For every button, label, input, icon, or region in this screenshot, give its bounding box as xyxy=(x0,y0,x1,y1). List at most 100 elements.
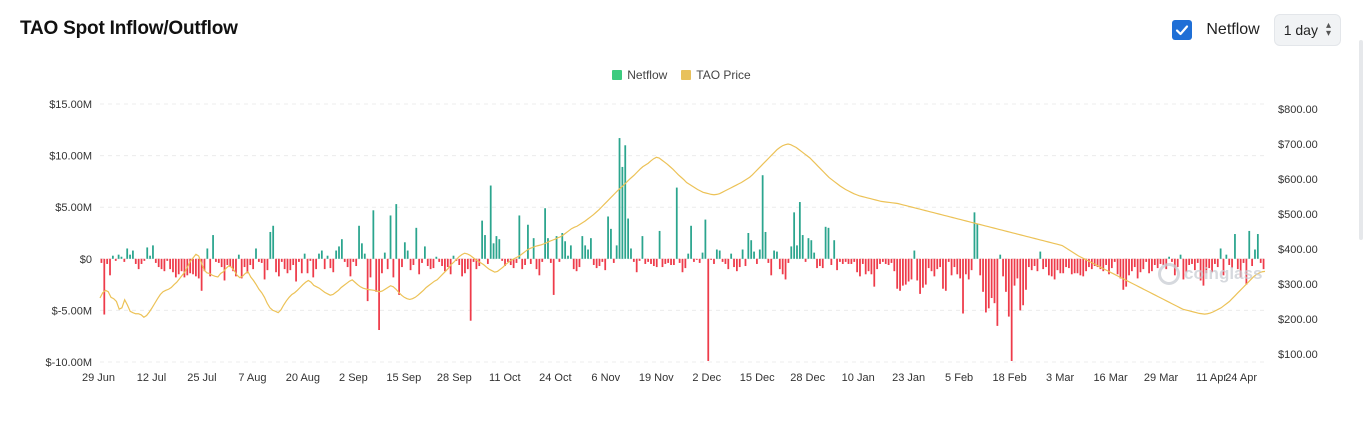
netflow-bar xyxy=(146,247,149,259)
netflow-bar xyxy=(644,258,647,264)
netflow-bar xyxy=(209,258,212,277)
netflow-bar xyxy=(343,258,346,262)
netflow-bar xyxy=(942,258,944,289)
netflow-bar xyxy=(758,249,761,259)
netflow-bar xyxy=(664,258,667,264)
netflow-bar xyxy=(996,258,999,326)
netflow-bar xyxy=(361,243,363,259)
netflow-bar xyxy=(675,187,678,259)
netflow-bar xyxy=(552,258,555,295)
netflow-bar xyxy=(1208,258,1211,269)
y-right-tick-label: $100.00 xyxy=(1278,349,1318,361)
netflow-bar xyxy=(289,258,292,271)
netflow-bar xyxy=(1148,258,1150,274)
netflow-bar xyxy=(1153,258,1156,265)
netflow-bar xyxy=(1145,258,1148,262)
page-title: TAO Spot Inflow/Outflow xyxy=(20,18,238,39)
netflow-bar xyxy=(195,258,197,277)
netflow-bar xyxy=(232,258,234,272)
netflow-bar xyxy=(778,258,781,270)
netflow-bar xyxy=(406,250,409,259)
netflow-bar xyxy=(432,258,435,269)
netflow-bar xyxy=(810,240,813,259)
netflow-bar xyxy=(429,258,432,270)
netflow-bar xyxy=(252,258,255,270)
netflow-bar xyxy=(100,258,103,263)
netflow-bar xyxy=(861,258,864,264)
netflow-bar xyxy=(1168,256,1170,259)
netflow-bar xyxy=(1079,258,1082,276)
netflow-bar xyxy=(555,236,558,259)
netflow-bar xyxy=(1059,258,1062,274)
netflow-bar xyxy=(177,258,180,275)
netflow-bar xyxy=(784,258,787,280)
netflow-bar xyxy=(366,258,369,302)
interval-select[interactable]: 1 day ▴ ▾ xyxy=(1273,14,1341,46)
netflow-bar xyxy=(1073,258,1076,274)
netflow-bar xyxy=(332,258,335,273)
netflow-bar xyxy=(1159,258,1162,264)
netflow-bar xyxy=(346,258,349,268)
x-tick-label: 2 Sep xyxy=(339,372,368,384)
netflow-bar xyxy=(564,241,567,259)
netflow-bar xyxy=(767,258,770,263)
netflow-checkbox-label[interactable]: Netflow xyxy=(1206,21,1260,38)
netflow-checkbox[interactable] xyxy=(1172,20,1193,40)
netflow-bar xyxy=(741,249,744,259)
chart-controls: Netflow 1 day ▴ ▾ xyxy=(1172,14,1341,46)
x-tick-label: 25 Jul xyxy=(187,372,216,384)
netflow-bar xyxy=(736,258,738,272)
netflow-bar xyxy=(1093,258,1096,267)
netflow-bar xyxy=(535,258,538,270)
x-tick-label: 6 Nov xyxy=(591,372,620,384)
netflow-bar xyxy=(444,258,446,272)
netflow-bar xyxy=(910,258,913,280)
netflow-bar xyxy=(1251,258,1253,267)
netflow-bar xyxy=(1231,258,1233,269)
netflow-bar xyxy=(690,225,692,259)
netflow-bar xyxy=(229,258,232,268)
netflow-bar xyxy=(824,226,827,259)
netflow-bar xyxy=(1214,258,1216,264)
netflow-bar xyxy=(753,251,755,259)
netflow-bar xyxy=(1048,258,1050,276)
netflow-bar xyxy=(280,258,283,262)
netflow-bar xyxy=(298,258,300,262)
netflow-bar xyxy=(381,258,383,274)
y-right-tick-label: $400.00 xyxy=(1278,244,1318,256)
netflow-bar xyxy=(575,258,578,272)
netflow-bar xyxy=(1105,258,1108,265)
netflow-bar xyxy=(569,245,572,259)
netflow-bar xyxy=(1036,258,1039,272)
netflow-bar xyxy=(132,250,134,259)
chevron-up-down-icon: ▴ ▾ xyxy=(1325,20,1331,39)
netflow-bar xyxy=(715,249,718,259)
x-tick-label: 19 Nov xyxy=(639,372,674,384)
netflow-bar xyxy=(1259,258,1262,263)
netflow-bar xyxy=(255,248,257,259)
netflow-bar xyxy=(590,238,592,259)
netflow-bar xyxy=(1225,254,1228,259)
netflow-bar xyxy=(587,249,589,259)
netflow-bar xyxy=(1176,258,1179,268)
netflow-bar xyxy=(326,255,329,259)
netflow-bar xyxy=(841,258,844,264)
legend-item-netflow[interactable]: Netflow xyxy=(612,68,667,82)
netflow-bar xyxy=(509,258,512,265)
netflow-bar xyxy=(1211,258,1213,273)
netflow-bar xyxy=(907,258,910,282)
legend-item-price[interactable]: TAO Price xyxy=(681,68,751,82)
netflow-bar xyxy=(744,258,747,267)
page-scrollbar[interactable] xyxy=(1359,40,1363,240)
x-tick-label: 18 Feb xyxy=(992,372,1026,384)
y-left-tick-label: $-10.00M xyxy=(46,357,92,369)
netflow-bar xyxy=(1191,258,1193,264)
netflow-bar xyxy=(538,258,541,276)
netflow-bar xyxy=(876,258,879,270)
netflow-bar xyxy=(489,185,492,259)
netflow-bar xyxy=(472,258,475,262)
netflow-bar xyxy=(661,258,664,268)
netflow-bar xyxy=(1245,258,1248,285)
